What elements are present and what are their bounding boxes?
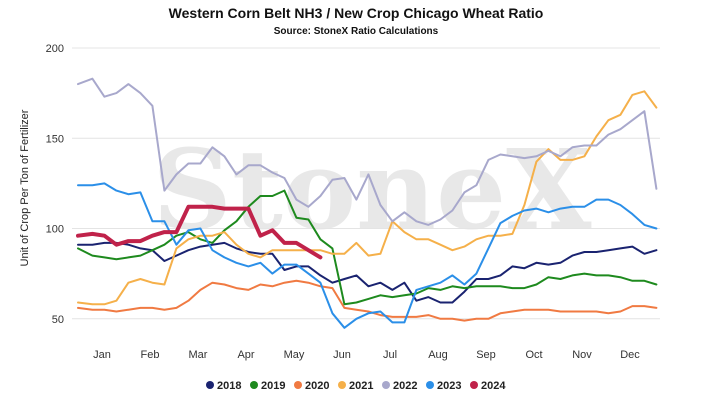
y-axis-label: Unit of Crop Per Ton of Fertilizer bbox=[19, 109, 31, 266]
y-tick-labels: 50 100 150 200 bbox=[46, 43, 64, 326]
grid bbox=[72, 47, 660, 320]
x-tick-label: Jun bbox=[333, 349, 351, 361]
legend-marker-2023 bbox=[426, 381, 434, 389]
series-line-2019 bbox=[77, 189, 658, 306]
legend-label-2018: 2018 bbox=[217, 380, 241, 392]
y-tick-label: 150 bbox=[46, 133, 64, 145]
legend-marker-2018 bbox=[206, 381, 214, 389]
legend-label-2024: 2024 bbox=[481, 380, 506, 392]
x-tick-label: Mar bbox=[189, 349, 208, 361]
y-tick-label: 50 bbox=[52, 314, 64, 326]
x-tick-label: Dec bbox=[620, 349, 640, 361]
x-tick-label: Jan bbox=[93, 349, 111, 361]
legend-marker-2024 bbox=[470, 381, 478, 389]
legend: 2018 2019 2020 2021 2022 2023 2024 bbox=[206, 380, 506, 392]
x-tick-label: Oct bbox=[525, 349, 542, 361]
legend-label-2020: 2020 bbox=[305, 380, 329, 392]
x-tick-labels: Jan Feb Mar Apr May Jun Jul Aug Sep Oct Nov Dec bbox=[93, 349, 640, 361]
legend-label-2023: 2023 bbox=[437, 380, 461, 392]
y-tick-label: 100 bbox=[46, 224, 64, 236]
x-tick-label: Aug bbox=[428, 349, 448, 361]
x-tick-label: Feb bbox=[141, 349, 160, 361]
legend-marker-2020 bbox=[294, 381, 302, 389]
y-tick-label: 200 bbox=[46, 43, 64, 55]
chart-title: Western Corn Belt NH3 / New Crop Chicago… bbox=[169, 5, 544, 21]
series-line-2018 bbox=[77, 241, 658, 304]
series-line-2021 bbox=[77, 90, 658, 306]
x-tick-label: Nov bbox=[572, 349, 592, 361]
legend-label-2022: 2022 bbox=[393, 380, 417, 392]
series-line-2024 bbox=[76, 204, 323, 260]
series-line-2023 bbox=[77, 182, 658, 329]
legend-label-2019: 2019 bbox=[261, 380, 285, 392]
legend-label-2021: 2021 bbox=[349, 380, 373, 392]
x-tick-label: Sep bbox=[476, 349, 496, 361]
x-tick-label: Jul bbox=[383, 349, 397, 361]
chart-subtitle: Source: StoneX Ratio Calculations bbox=[274, 26, 439, 37]
series-line-2022 bbox=[77, 77, 658, 226]
legend-marker-2021 bbox=[338, 381, 346, 389]
legend-marker-2019 bbox=[250, 381, 258, 389]
x-tick-label: May bbox=[284, 349, 305, 361]
x-tick-label: Apr bbox=[237, 349, 254, 361]
series-lines bbox=[76, 77, 658, 329]
series-line-2020 bbox=[77, 279, 658, 322]
legend-marker-2022 bbox=[382, 381, 390, 389]
